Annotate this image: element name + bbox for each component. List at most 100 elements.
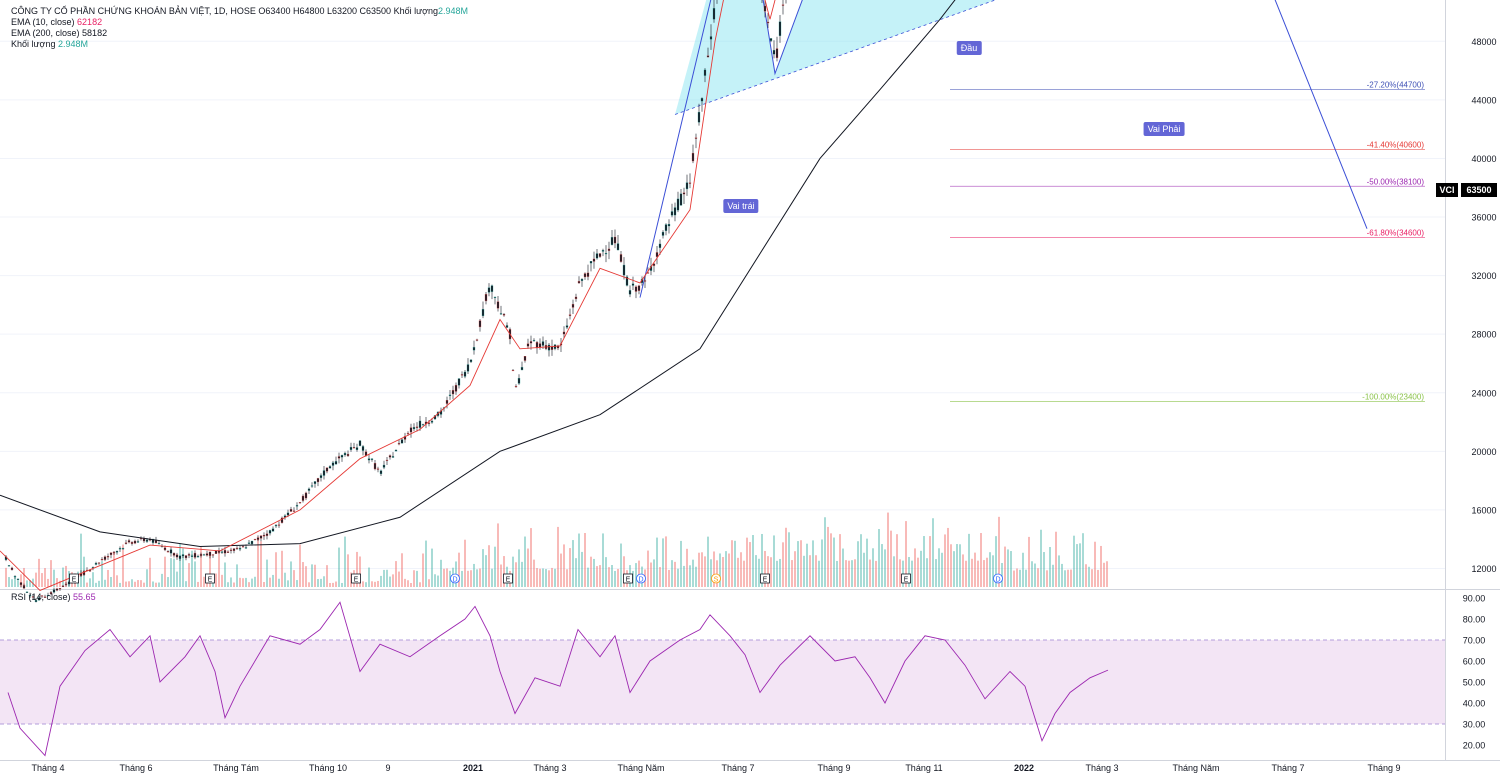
event-marker — [760, 573, 770, 584]
volume-bar — [413, 570, 415, 587]
volume-bar — [710, 559, 712, 587]
volume-bar — [188, 563, 190, 587]
candle-body — [592, 258, 596, 262]
candle-body — [418, 420, 422, 428]
candle-body — [208, 551, 212, 557]
candle-body — [391, 456, 395, 458]
candle-body — [130, 542, 134, 544]
candle-body — [7, 565, 11, 567]
volume-bar — [914, 548, 916, 587]
volume-bar — [146, 569, 148, 587]
volume-bar — [608, 567, 610, 587]
candle-body — [541, 341, 545, 346]
volume-bar — [719, 553, 721, 587]
rsi-axis-tick: 30.00 — [1463, 720, 1486, 730]
candle-body — [388, 455, 392, 458]
volume-bar — [389, 576, 391, 587]
volume-bar — [368, 567, 370, 587]
volume-bar — [713, 551, 715, 587]
candle-body — [187, 554, 191, 556]
candle-body — [415, 426, 419, 428]
candle-body — [118, 548, 122, 550]
legend-volume[interactable]: Khối lượng 2.948M — [11, 39, 88, 50]
candle-body — [127, 540, 131, 543]
volume-bar — [905, 521, 907, 587]
volume-bar — [14, 576, 16, 587]
candle-body — [154, 540, 158, 544]
volume-bar — [761, 533, 763, 587]
volume-bar — [1058, 555, 1060, 587]
legend-ema200[interactable]: EMA (200, close) 58182 — [11, 28, 107, 39]
volume-bar — [857, 541, 859, 587]
event-marker-label: D — [638, 577, 643, 584]
candle-body — [421, 424, 425, 426]
candle-body — [52, 589, 56, 593]
volume-bar — [782, 542, 784, 587]
volume-bar — [158, 582, 160, 587]
candle-body — [517, 378, 521, 384]
volume-bar — [191, 550, 193, 587]
candle-body — [19, 582, 23, 586]
volume-bar — [800, 540, 802, 587]
volume-bar — [137, 580, 139, 587]
candle-body — [394, 449, 398, 452]
volume-bar — [143, 582, 145, 587]
volume-bar — [527, 548, 529, 587]
volume-bar — [395, 561, 397, 587]
candle-body — [709, 36, 713, 40]
fib-level-label: -41.40%(40600) — [1367, 141, 1425, 150]
volume-bar — [863, 552, 865, 587]
rsi-axis-tick: 50.00 — [1463, 678, 1486, 688]
candle-body — [223, 549, 227, 554]
volume-bar — [1106, 561, 1108, 587]
volume-bar — [995, 536, 997, 587]
rsi-legend[interactable]: RSI (14, close) 55.65 — [11, 592, 96, 602]
volume-bar — [680, 540, 682, 587]
volume-bar — [551, 567, 553, 587]
candle-body — [265, 533, 269, 536]
volume-bar — [674, 561, 676, 587]
candle-body — [766, 21, 770, 24]
volume-bar — [266, 559, 268, 587]
volume-bar — [767, 556, 769, 587]
candle-body — [295, 505, 299, 507]
volume-bar — [737, 557, 739, 587]
legend-ema10[interactable]: EMA (10, close) 62182 — [11, 17, 102, 28]
volume-bar — [260, 541, 262, 587]
volume-bar — [578, 533, 580, 587]
volume-bar — [986, 557, 988, 587]
volume-bar — [104, 579, 106, 587]
volume-bar — [1061, 563, 1063, 587]
fib-level-label: -27.20%(44700) — [1367, 81, 1425, 90]
volume-bar — [515, 562, 517, 587]
candle-body — [676, 198, 680, 211]
volume-bar — [797, 541, 799, 587]
candle-body — [262, 534, 266, 537]
volume-bar — [26, 580, 28, 587]
volume-bar — [35, 572, 37, 587]
volume-bar — [1055, 531, 1057, 587]
candle-body — [595, 253, 599, 259]
volume-bar — [668, 569, 670, 587]
volume-bar — [689, 565, 691, 587]
candle-body — [241, 546, 245, 548]
candle-body — [49, 592, 53, 595]
candle-body — [778, 21, 782, 36]
rsi-axis-tick: 70.00 — [1463, 636, 1486, 646]
event-marker — [623, 573, 633, 584]
candle-body — [448, 394, 452, 396]
volume-bar — [1025, 569, 1027, 587]
candle-body — [304, 492, 308, 499]
volume-bar — [917, 557, 919, 587]
candle-body — [601, 250, 605, 252]
volume-bar — [1073, 535, 1075, 587]
volume-bar — [866, 538, 868, 587]
candle-body — [25, 591, 29, 593]
volume-bar — [1010, 551, 1012, 587]
volume-bar — [209, 555, 211, 587]
volume-bar — [746, 537, 748, 587]
event-marker-label: E — [72, 577, 77, 584]
volume-bar — [752, 535, 754, 587]
fib-level-label: -50.00%(38100) — [1367, 177, 1425, 186]
